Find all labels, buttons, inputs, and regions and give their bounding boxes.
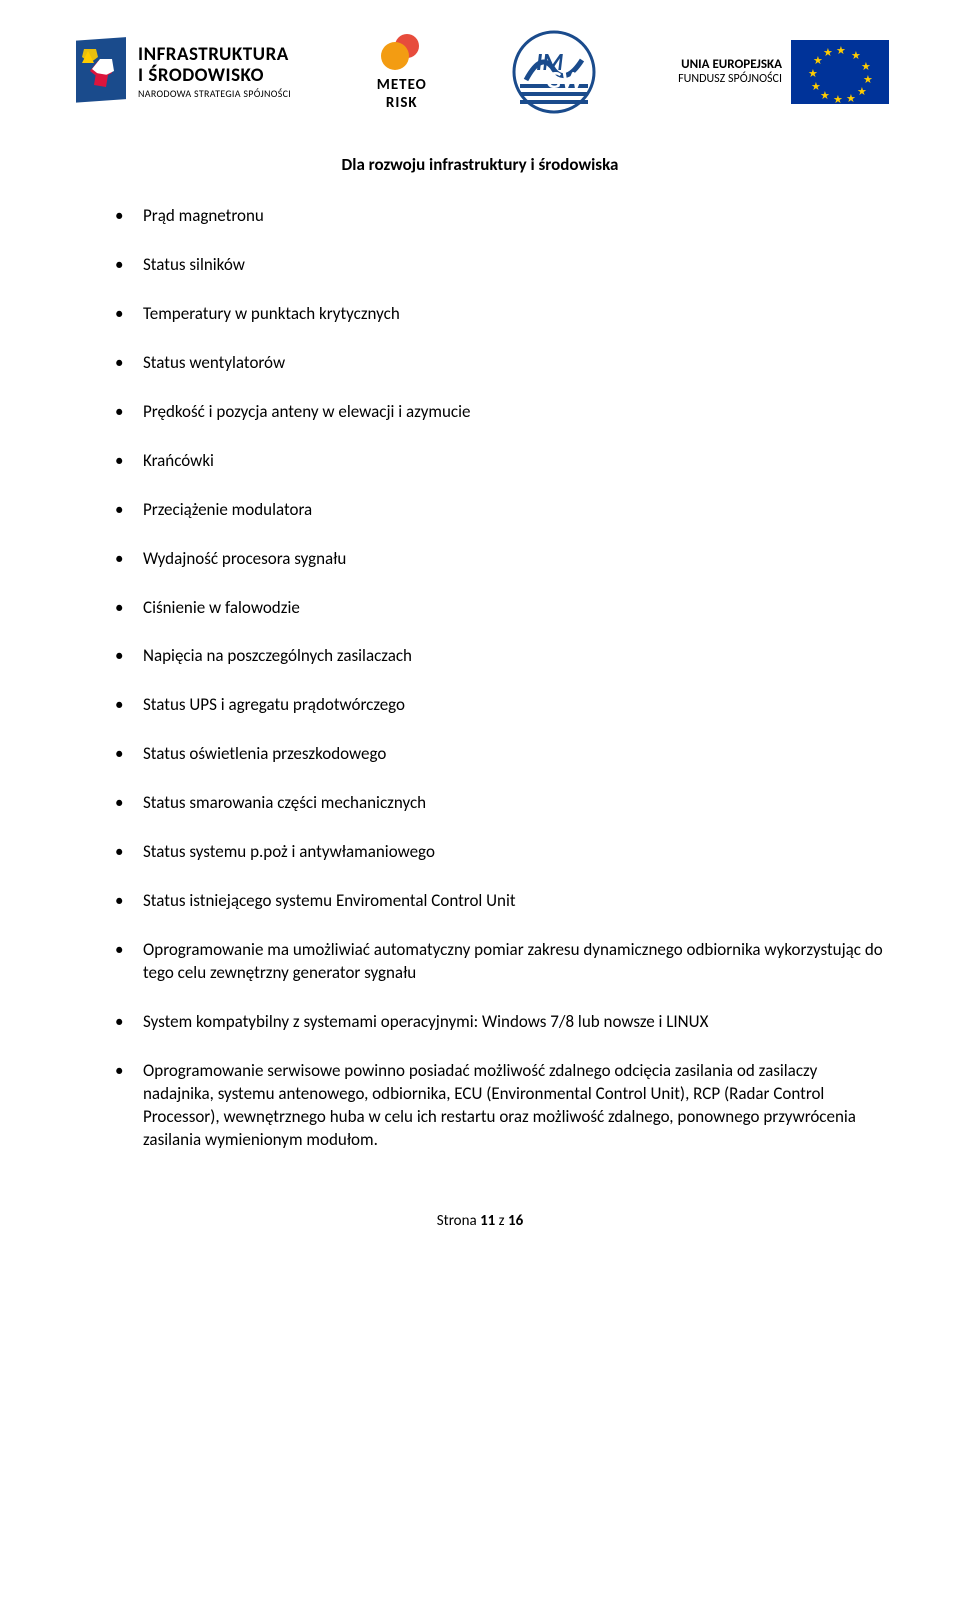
list-item: Napięcia na poszczególnych zasilaczach (115, 645, 890, 668)
list-item: Status systemu p.poż i antywłamaniowego (115, 841, 890, 864)
list-item: Prędkość i pozycja anteny w elewacji i a… (115, 401, 890, 424)
list-item: Status UPS i agregatu prądotwórczego (115, 694, 890, 717)
footer-sep: z (495, 1212, 508, 1230)
poland-stars-icon (70, 35, 132, 109)
infra-title-line1: INFRASTRUKTURA (138, 45, 291, 66)
list-item: Przeciążenie modulatora (115, 499, 890, 522)
logo-eu: UNIA EUROPEJSKA FUNDUSZ SPÓJNOŚCI ★ ★ ★ … (678, 39, 890, 105)
footer-prefix: Strona (437, 1212, 480, 1230)
meteorisk-line2: RISK (386, 94, 418, 112)
list-item: Krańcówki (115, 450, 890, 473)
footer-current-page: 11 (480, 1212, 495, 1230)
list-item: Ciśnienie w falowodzie (115, 597, 890, 620)
list-item: Status wentylatorów (115, 352, 890, 375)
list-item: System kompatybilny z systemami operacyj… (115, 1011, 890, 1034)
imgw-icon: IM GW (512, 30, 596, 114)
list-item: Temperatury w punktach krytycznych (115, 303, 890, 326)
list-item: Prąd magnetronu (115, 205, 890, 228)
document-subtitle: Dla rozwoju infrastruktury i środowiska (70, 154, 890, 175)
meteorisk-line1: METEO (377, 76, 427, 94)
list-item: Wydajność procesora sygnału (115, 548, 890, 571)
infra-title-line2: I ŚRODOWISKO (138, 66, 291, 87)
list-item: Oprogramowanie ma umożliwiać automatyczn… (115, 939, 890, 985)
eu-flag-icon: ★ ★ ★ ★ ★ ★ ★ ★ ★ ★ ★ ★ (790, 39, 890, 105)
list-item: Status istniejącego systemu Enviromental… (115, 890, 890, 913)
list-item: Status oświetlenia przeszkodowego (115, 743, 890, 766)
eu-line1: UNIA EUROPEJSKA (678, 58, 782, 72)
infra-sub: NARODOWA STRATEGIA SPÓJNOŚCI (138, 88, 291, 99)
list-item: Oprogramowanie serwisowe powinno posiada… (115, 1060, 890, 1152)
svg-text:GW: GW (546, 66, 584, 95)
logo-imgw: IM GW (512, 30, 596, 114)
list-item: Status smarowania części mechanicznych (115, 792, 890, 815)
header-logos-row: INFRASTRUKTURA I ŚRODOWISKO NARODOWA STR… (70, 30, 890, 114)
page-footer: Strona 11 z 16 (70, 1212, 890, 1230)
logo-infrastruktura: INFRASTRUKTURA I ŚRODOWISKO NARODOWA STR… (70, 35, 291, 109)
meteorisk-icon (373, 32, 431, 76)
footer-total-pages: 16 (508, 1212, 523, 1230)
bullet-list: Prąd magnetronu Status silników Temperatur… (70, 205, 890, 1152)
document-page: INFRASTRUKTURA I ŚRODOWISKO NARODOWA STR… (0, 0, 960, 1270)
eu-line2: FUNDUSZ SPÓJNOŚCI (678, 73, 782, 86)
list-item: Status silników (115, 254, 890, 277)
logo-meteorisk: METEO RISK (373, 32, 431, 112)
